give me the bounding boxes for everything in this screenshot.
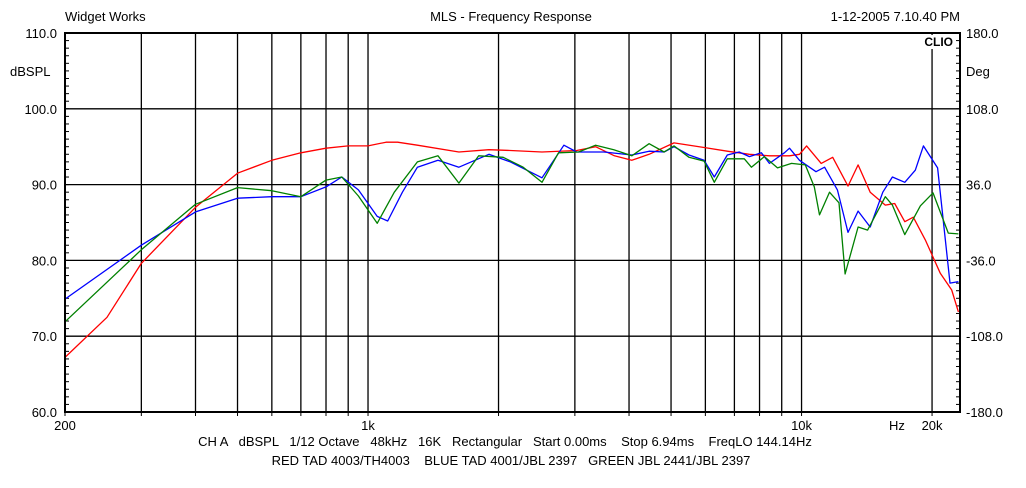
series-legend: RED TAD 4003/TH4003 BLUE TAD 4001/JBL 23…	[272, 453, 751, 468]
y-axis-label: dBSPL	[10, 64, 50, 79]
company-name: Widget Works	[65, 9, 146, 24]
x-unit-label: Hz	[889, 418, 905, 433]
series-lines	[64, 141, 960, 358]
y2-axis-label: Deg	[966, 64, 990, 79]
series-line-green	[64, 143, 959, 323]
y2-tick-label: 36.0	[966, 178, 991, 193]
y2-tick-label: 180.0	[966, 26, 999, 41]
plot-frame	[64, 32, 961, 413]
x-tick-label: 10k	[791, 418, 812, 433]
y-tick-label: 80.0	[32, 253, 57, 268]
brand-logo: CLIO	[924, 35, 953, 49]
brand-backdrop	[908, 35, 956, 49]
chart-title: MLS - Frequency Response	[430, 9, 592, 24]
y2-tick-label: -36.0	[966, 253, 996, 268]
timestamp: 1-12-2005 7.10.40 PM	[831, 9, 960, 24]
x-tick-label: 200	[54, 418, 76, 433]
x-tick-label: 20k	[922, 418, 943, 433]
y-tick-label: 100.0	[24, 102, 57, 117]
y2-tick-label: -108.0	[966, 329, 1003, 344]
y2-tick-label: 108.0	[966, 102, 999, 117]
y-tick-label: 70.0	[32, 329, 57, 344]
x-tick-label: 1k	[361, 418, 375, 433]
measurement-settings: CH A dBSPL 1/12 Octave 48kHz 16K Rectang…	[198, 434, 812, 449]
y2-tick-label: -180.0	[966, 405, 1003, 420]
y-tick-label: 90.0	[32, 178, 57, 193]
y-tick-label: 60.0	[32, 405, 57, 420]
y-tick-label: 110.0	[25, 26, 57, 41]
axis-labels: 110.0 100.0 90.0 80.0 70.0 60.0 180.0 108.0 36.0…	[24, 26, 1002, 433]
axis-ticks	[64, 32, 960, 416]
series-line-red	[64, 141, 960, 358]
